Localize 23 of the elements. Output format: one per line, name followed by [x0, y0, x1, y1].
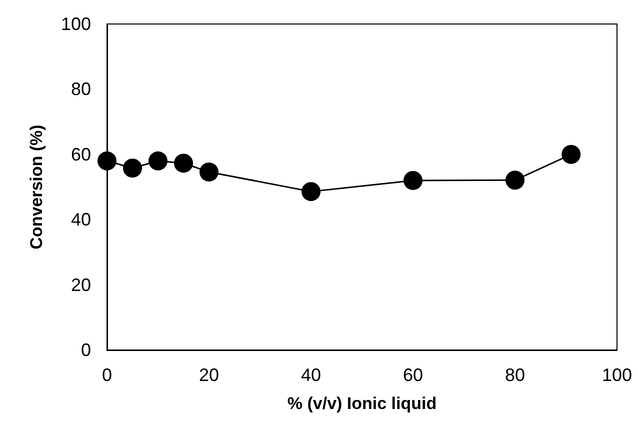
y-axis-title: Conversion (%): [27, 124, 46, 250]
x-tick-label: 100: [602, 365, 632, 385]
point: [148, 151, 168, 170]
x-tick-label: 80: [504, 365, 526, 385]
point: [123, 158, 142, 178]
y-tick-label: 0: [80, 340, 91, 360]
point: [506, 170, 524, 190]
point: [302, 182, 320, 202]
x-tick-label: 60: [402, 365, 424, 385]
x-tick-label: 20: [198, 365, 220, 385]
x-tick-label: 0: [102, 365, 112, 385]
x-axis-title: % (v/v) Ionic liquid: [287, 394, 437, 413]
y-tick-label: 40: [70, 210, 91, 230]
point: [174, 154, 193, 173]
y-tick-label: 20: [70, 274, 91, 295]
point: [98, 151, 116, 170]
x-tick-label: 40: [300, 365, 322, 385]
y-tick-label: 80: [70, 79, 91, 100]
point: [404, 170, 422, 190]
y-tick-label: 100: [60, 14, 91, 34]
y-tick-label: 60: [70, 144, 91, 164]
point: [200, 162, 218, 182]
point: [562, 144, 581, 164]
